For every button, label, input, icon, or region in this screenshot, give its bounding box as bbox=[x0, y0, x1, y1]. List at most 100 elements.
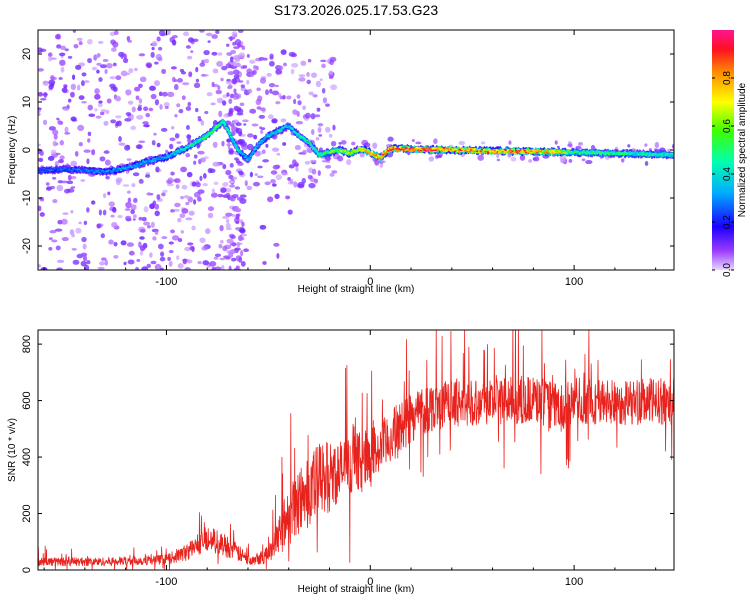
noise-blob bbox=[170, 66, 177, 70]
noise-blob bbox=[56, 184, 64, 192]
noise-blob bbox=[274, 193, 280, 200]
noise-blob bbox=[287, 209, 293, 215]
noise-blob bbox=[108, 239, 114, 245]
noise-blob bbox=[127, 40, 133, 43]
noise-blob bbox=[231, 257, 237, 262]
ridge-segment bbox=[511, 150, 514, 152]
noise-blob bbox=[240, 134, 246, 137]
noise-blob bbox=[102, 193, 107, 199]
noise-blob bbox=[220, 187, 227, 193]
noise-blob bbox=[234, 247, 241, 251]
noise-blob bbox=[314, 114, 321, 118]
noise-blob bbox=[103, 150, 110, 154]
noise-blob bbox=[217, 52, 223, 56]
ridge-segment bbox=[610, 151, 614, 154]
noise-blob bbox=[302, 105, 307, 111]
noise-blob bbox=[346, 159, 352, 166]
noise-blob bbox=[262, 261, 267, 266]
ridge-segment bbox=[151, 160, 155, 163]
noise-blob bbox=[38, 205, 42, 212]
noise-blob bbox=[131, 183, 136, 188]
noise-blob bbox=[295, 121, 304, 125]
noise-blob bbox=[177, 263, 184, 269]
noise-blob bbox=[99, 156, 106, 162]
ridge-segment bbox=[590, 152, 594, 155]
noise-blob bbox=[316, 107, 321, 112]
noise-blob bbox=[320, 59, 327, 63]
noise-blob bbox=[306, 79, 311, 85]
noise-blob bbox=[114, 95, 121, 102]
noise-blob bbox=[321, 87, 326, 94]
noise-blob bbox=[293, 163, 299, 167]
colorbar-label: Normalized spectral amplitude bbox=[737, 82, 748, 217]
noise-blob bbox=[71, 233, 75, 238]
ridge-segment bbox=[468, 150, 472, 153]
ridge-segment bbox=[360, 147, 364, 150]
noise-blob bbox=[165, 149, 169, 154]
noise-blob bbox=[40, 97, 47, 101]
ridge-segment bbox=[569, 150, 573, 153]
noise-blob bbox=[199, 30, 205, 33]
noise-blob bbox=[97, 266, 105, 270]
noise-blob bbox=[86, 207, 90, 213]
snr-x-ticks: -100 0 100 bbox=[43, 330, 657, 588]
noise-blob bbox=[151, 140, 156, 146]
ridge-segment bbox=[223, 124, 227, 127]
colorbar-gradient bbox=[712, 30, 734, 270]
ridge-segment bbox=[316, 153, 320, 155]
noise-blob bbox=[161, 91, 168, 97]
ridge-segment bbox=[206, 134, 210, 137]
noise-blob bbox=[291, 62, 299, 68]
noise-blob bbox=[228, 149, 234, 154]
noise-blob bbox=[57, 219, 63, 225]
spectrogram-x-ticks: -100 0 100 bbox=[43, 30, 657, 288]
noise-blob bbox=[87, 38, 93, 45]
ridge-segment bbox=[446, 147, 450, 150]
noise-blob bbox=[86, 158, 90, 165]
spectral-ridge bbox=[38, 118, 674, 176]
noise-blob bbox=[282, 95, 286, 100]
ridge-segment bbox=[436, 147, 440, 150]
noise-blob bbox=[151, 46, 155, 51]
noise-blob bbox=[151, 40, 158, 47]
noise-blob bbox=[80, 252, 88, 257]
noise-blob bbox=[227, 71, 235, 76]
ridge-segment bbox=[161, 158, 165, 160]
noise-blob bbox=[311, 168, 317, 175]
snr-x-tick-label: 100 bbox=[565, 576, 583, 588]
ridge-segment bbox=[158, 158, 162, 161]
noise-blob bbox=[78, 95, 85, 100]
noise-blob bbox=[201, 246, 208, 251]
noise-blob bbox=[259, 107, 266, 112]
noise-blob bbox=[211, 81, 215, 88]
ridge-segment bbox=[147, 159, 151, 161]
noise-blob bbox=[54, 160, 59, 167]
ridge-segment bbox=[486, 151, 490, 154]
noise-blob bbox=[298, 77, 306, 82]
noise-blob bbox=[226, 250, 233, 254]
noise-blob bbox=[532, 156, 540, 162]
ridge-segment bbox=[671, 153, 674, 155]
noise-blob bbox=[41, 93, 49, 96]
ridge-segment bbox=[632, 152, 636, 154]
noise-blob bbox=[229, 123, 235, 126]
noise-blob bbox=[228, 265, 232, 270]
noise-blob bbox=[211, 266, 216, 270]
ridge-segment bbox=[492, 151, 496, 154]
noise-blob bbox=[39, 48, 47, 53]
noise-blob bbox=[288, 164, 295, 169]
noise-blob bbox=[195, 107, 199, 113]
ridge-segment bbox=[91, 168, 95, 171]
ridge-segment bbox=[536, 149, 540, 151]
noise-blob bbox=[157, 243, 164, 250]
noise-blob bbox=[59, 155, 65, 160]
ridge-segment bbox=[602, 153, 606, 155]
ridge-segment bbox=[553, 149, 557, 152]
noise-blob bbox=[38, 91, 43, 97]
noise-blob bbox=[310, 129, 315, 135]
colorbar-ticks: 0.0 0.2 0.4 0.6 0.8 bbox=[712, 71, 734, 277]
noise-blob bbox=[244, 180, 248, 187]
noise-blob bbox=[238, 256, 243, 263]
noise-blob bbox=[240, 237, 245, 241]
noise-blob bbox=[70, 116, 77, 122]
